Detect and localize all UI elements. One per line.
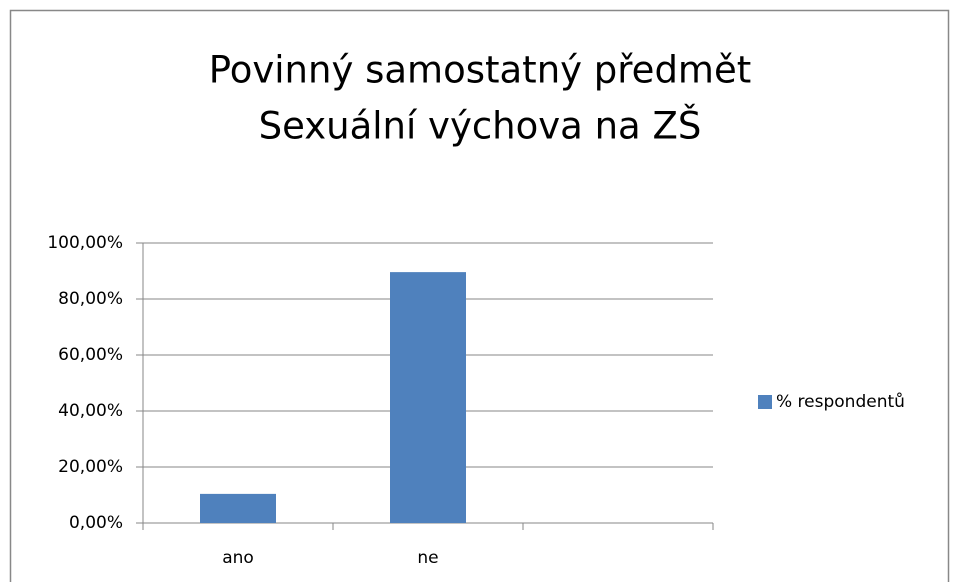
- y-tick-label: 100,00%: [47, 233, 123, 253]
- y-tick-label: 60,00%: [58, 345, 123, 365]
- legend-swatch: [758, 395, 772, 409]
- chart-title: Sexuální výchova na ZŠ: [259, 104, 702, 148]
- bar: [200, 493, 276, 523]
- y-tick-label: 80,00%: [58, 289, 123, 309]
- y-tick-label: 0,00%: [69, 513, 123, 533]
- legend-label: % respondentů: [776, 392, 905, 412]
- chart-border: [9, 9, 950, 582]
- chart-title: Povinný samostatný předmět: [209, 49, 752, 92]
- x-tick-label: ano: [222, 548, 254, 568]
- x-tick-label: ne: [417, 548, 438, 568]
- bar: [390, 272, 466, 523]
- y-tick-label: 20,00%: [58, 457, 123, 477]
- y-tick-label: 40,00%: [58, 401, 123, 421]
